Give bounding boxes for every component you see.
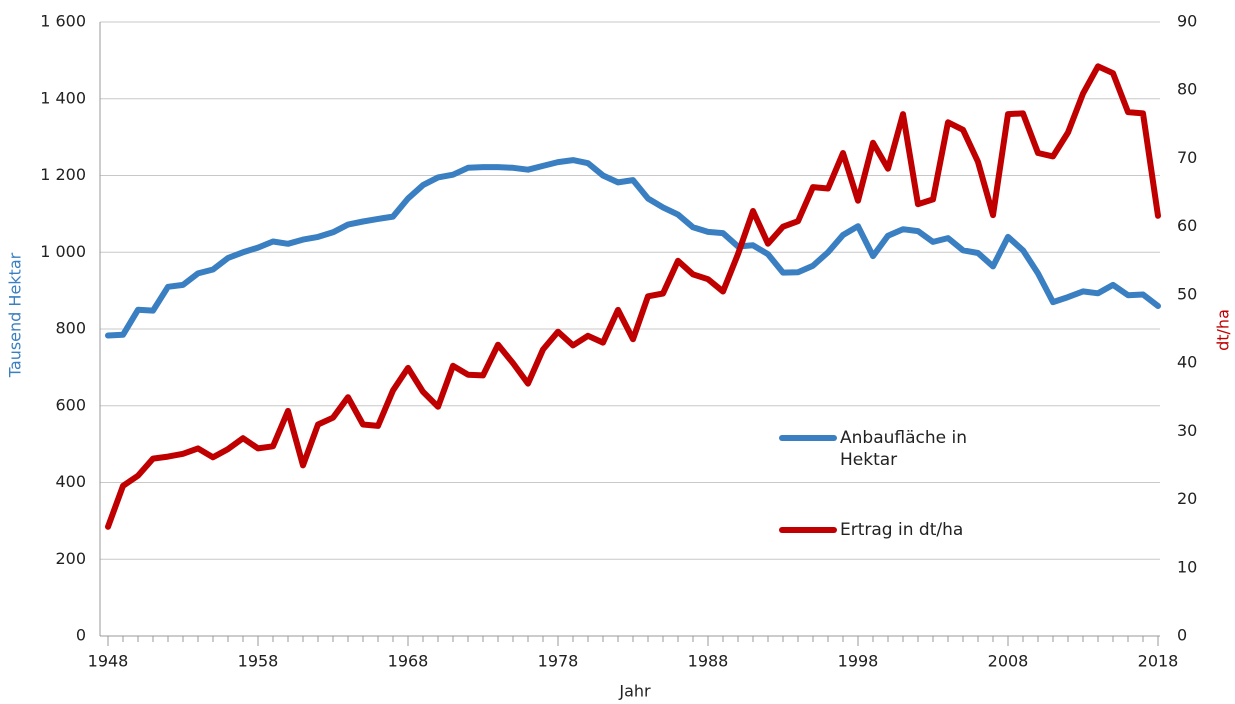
y-tick-label: 1 000 [40, 242, 86, 261]
y2-tick-label: 30 [1177, 421, 1197, 440]
x-tick-label: 1998 [838, 652, 879, 671]
series-line [105, 157, 1161, 339]
y2-tick-label: 0 [1177, 626, 1187, 645]
y-axis-title: Tausend Hektar [6, 252, 25, 378]
y-tick-label: 1 400 [40, 88, 86, 107]
x-axis-title: Jahr [618, 682, 651, 701]
series-line [105, 63, 1161, 530]
x-tick-label: 2008 [988, 652, 1029, 671]
y2-tick-label: 50 [1177, 284, 1197, 303]
x-tick-label: 1948 [88, 652, 129, 671]
y2-tick-label: 60 [1177, 216, 1197, 235]
x-tick-label: 1958 [238, 652, 279, 671]
y2-tick-label: 10 [1177, 557, 1197, 576]
y2-tick-label: 70 [1177, 148, 1197, 167]
x-tick-label: 1988 [688, 652, 729, 671]
y-tick-label: 0 [76, 626, 86, 645]
y2-tick-label: 20 [1177, 489, 1197, 508]
y-tick-label: 1 600 [40, 12, 86, 31]
x-tick-label: 2018 [1138, 652, 1179, 671]
x-tick-label: 1968 [388, 652, 429, 671]
y2-axis-title: dt/ha [1214, 309, 1233, 351]
y2-tick-label: 80 [1177, 80, 1197, 99]
y-tick-label: 800 [55, 319, 86, 338]
y2-tick-label: 40 [1177, 353, 1197, 372]
legend-label: Anbaufläche in Hektar [840, 428, 967, 470]
y-tick-label: 200 [55, 549, 86, 568]
x-tick-label: 1978 [538, 652, 579, 671]
y-tick-label: 400 [55, 472, 86, 491]
y-tick-label: 600 [55, 395, 86, 414]
y-tick-label: 1 200 [40, 165, 86, 184]
y2-tick-label: 90 [1177, 12, 1197, 31]
legend-label: Ertrag in dt/ha [840, 520, 964, 540]
